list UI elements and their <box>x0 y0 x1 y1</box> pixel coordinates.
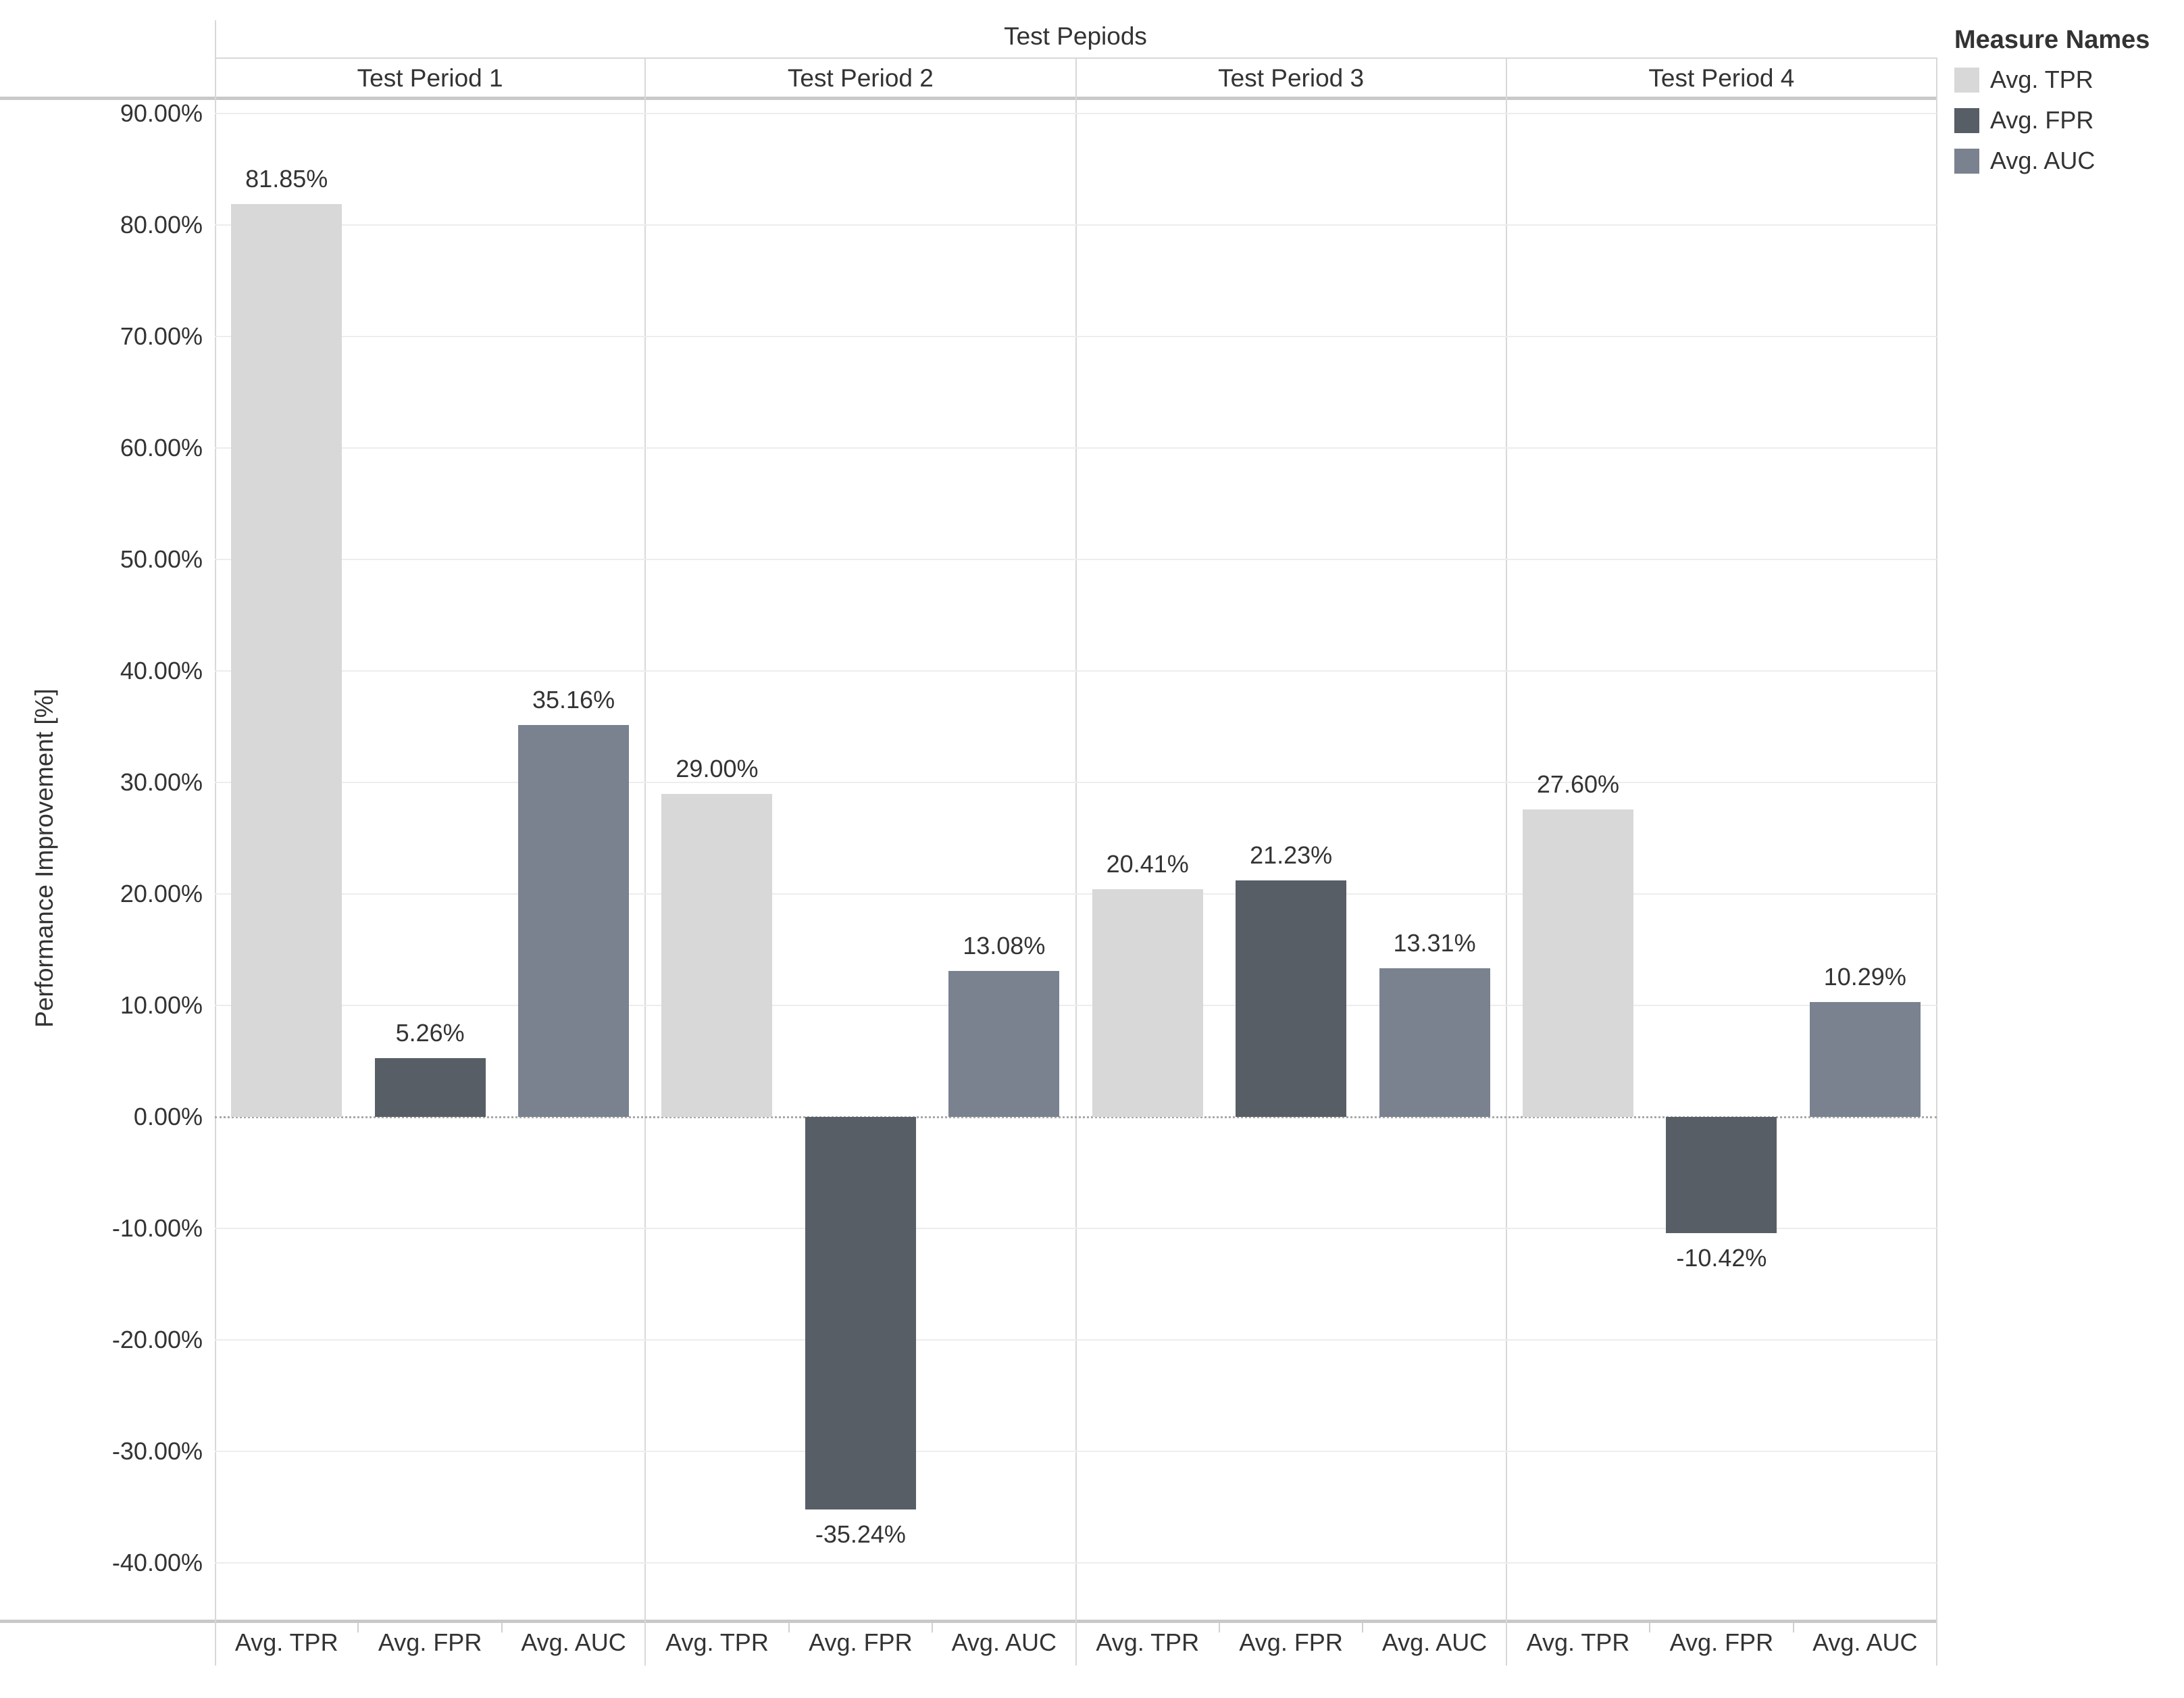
bar[interactable] <box>1092 889 1203 1117</box>
bar[interactable] <box>948 971 1060 1117</box>
category-label: Avg. FPR <box>378 1628 482 1656</box>
gridline <box>215 1562 1937 1564</box>
legend-swatch-icon <box>1954 148 1979 174</box>
bar[interactable] <box>661 793 773 1117</box>
legend-item-label: Avg. TPR <box>1990 66 2093 93</box>
bar-value-label: -35.24% <box>815 1520 906 1549</box>
gridline <box>215 670 1937 672</box>
legend-items: Avg. TPR Avg. FPR Avg. AUC <box>1954 55 2181 186</box>
category-axis-tick <box>357 1623 359 1632</box>
y-axis-line <box>215 20 216 1666</box>
y-tick-label: 80.00% <box>120 211 203 239</box>
bar[interactable] <box>231 204 342 1117</box>
bar-value-label: 35.16% <box>532 685 615 714</box>
bar[interactable] <box>1522 809 1633 1117</box>
bar[interactable] <box>518 724 630 1117</box>
category-axis-tick <box>932 1623 934 1632</box>
bar-value-label: 13.31% <box>1393 929 1476 957</box>
y-axis-title: Performance Improvement [%] <box>30 689 58 1028</box>
gridline <box>215 1228 1937 1229</box>
plot-right-border <box>1936 57 1937 1666</box>
legend-item-label: Avg. FPR <box>1990 106 2094 134</box>
bar[interactable] <box>805 1117 916 1510</box>
category-axis-tick <box>1218 1623 1220 1632</box>
bar-value-label: 20.41% <box>1106 850 1189 878</box>
category-label: Avg. TPR <box>665 1628 769 1656</box>
panel-separator <box>1075 57 1077 1666</box>
category-axis-tick <box>1792 1623 1794 1632</box>
category-label: Avg. AUC <box>1812 1628 1918 1656</box>
bar-value-label: 5.26% <box>395 1019 465 1047</box>
category-label: Avg. TPR <box>234 1628 338 1656</box>
y-tick-label: 30.00% <box>120 768 203 796</box>
category-axis-tick <box>1649 1623 1651 1632</box>
legend-item[interactable]: Avg. FPR <box>1954 105 2093 135</box>
y-tick-label: 40.00% <box>120 657 203 684</box>
legend-item[interactable]: Avg. TPR <box>1954 65 2093 95</box>
y-tick-label: 50.00% <box>120 545 203 573</box>
header-bottom-border <box>0 97 1937 100</box>
y-tick-label: 70.00% <box>120 322 203 350</box>
category-label: Avg. FPR <box>1669 1628 1774 1656</box>
bar-value-label: 21.23% <box>1250 841 1333 869</box>
y-tick-label: -40.00% <box>111 1549 203 1576</box>
category-label: Avg. FPR <box>1239 1628 1343 1656</box>
gridline <box>215 1451 1937 1452</box>
bar-value-label: 13.08% <box>963 932 1046 960</box>
gridline <box>215 447 1937 449</box>
category-label: Avg. TPR <box>1526 1628 1630 1656</box>
bar-value-label: 81.85% <box>245 165 328 193</box>
gridline <box>215 893 1937 895</box>
y-tick-label: -20.00% <box>111 1326 203 1353</box>
y-tick-label: -10.00% <box>111 1214 203 1242</box>
gridline <box>215 113 1937 114</box>
panel-separator <box>644 57 646 1666</box>
y-tick-label: -30.00% <box>111 1437 203 1465</box>
legend-item-label: Avg. AUC <box>1990 147 2096 174</box>
bar[interactable] <box>1236 880 1347 1117</box>
panel-header: Test Period 3 <box>1218 64 1365 92</box>
gridline <box>215 1339 1937 1341</box>
category-label: Avg. FPR <box>809 1628 913 1656</box>
panel-header: Test Period 2 <box>787 64 934 92</box>
panel-header: Test Period 4 <box>1648 64 1795 92</box>
y-tick-label: 10.00% <box>120 991 203 1019</box>
legend-swatch-icon <box>1954 107 1979 133</box>
bar-value-label: 29.00% <box>676 754 759 782</box>
category-label: Avg. AUC <box>1381 1628 1488 1656</box>
gridline <box>215 224 1937 226</box>
category-axis-tick <box>788 1623 790 1632</box>
bar[interactable] <box>1666 1117 1777 1233</box>
x-axis-line <box>0 1620 1937 1623</box>
y-tick-label: 20.00% <box>120 880 203 907</box>
y-tick-label: 90.00% <box>120 99 203 127</box>
bar-value-label: 10.29% <box>1823 963 1906 991</box>
bar[interactable] <box>374 1058 486 1117</box>
gridline <box>215 1005 1937 1006</box>
bar-value-label: 27.60% <box>1536 770 1620 798</box>
panel-separator <box>1505 57 1507 1666</box>
y-tick-label: 0.00% <box>133 1103 203 1130</box>
gridline <box>215 336 1937 337</box>
panel-header: Test Period 1 <box>357 64 503 92</box>
y-tick-label: 60.00% <box>120 434 203 461</box>
bar[interactable] <box>1379 968 1490 1117</box>
legend: Measure Names Avg. TPR Avg. FPR Avg. AUC <box>1954 24 2181 186</box>
category-label: Avg. AUC <box>521 1628 626 1656</box>
legend-swatch-icon <box>1954 67 1979 93</box>
bar[interactable] <box>1809 1002 1921 1117</box>
category-label: Avg. TPR <box>1096 1628 1200 1656</box>
zero-gridline <box>215 1116 1937 1118</box>
category-axis-tick <box>501 1623 503 1632</box>
gridline <box>215 559 1937 560</box>
category-label: Avg. AUC <box>951 1628 1057 1656</box>
bar-value-label: -10.42% <box>1676 1243 1767 1272</box>
gridline <box>215 782 1937 783</box>
category-axis-tick <box>1362 1623 1364 1632</box>
chart-title: Test Pepiods <box>1004 22 1147 50</box>
legend-item[interactable]: Avg. AUC <box>1954 146 2095 176</box>
legend-title: Measure Names <box>1954 26 2150 54</box>
